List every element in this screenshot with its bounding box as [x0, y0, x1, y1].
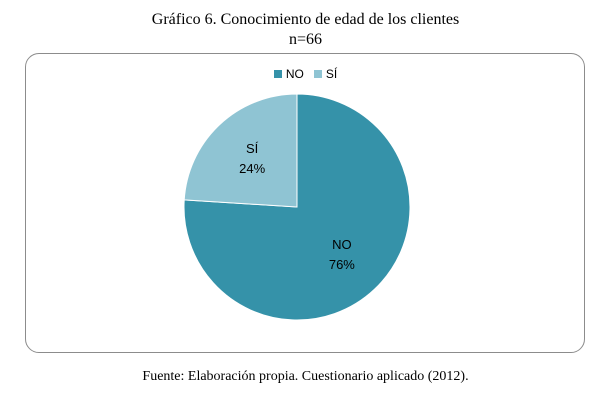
legend-label-si: SÍ [325, 67, 338, 81]
source-note: Fuente: Elaboración propia. Cuestionario… [142, 369, 469, 384]
slice-value-label-si: 24% [239, 161, 265, 176]
legend-label-no: NO [285, 67, 304, 81]
slice-category-label-si: SÍ [246, 141, 259, 156]
legend-swatch-no [273, 70, 282, 78]
slice-value-label-no: 76% [329, 257, 355, 272]
legend-item-no: NO [273, 67, 304, 81]
slice-category-label-no: NO [332, 237, 352, 252]
legend: NO SÍ [0, 67, 611, 81]
chart-title: Gráfico 6. Conocimiento de edad de los c… [151, 11, 460, 28]
legend-item-si: SÍ [313, 67, 338, 81]
pie-slice-si [183, 93, 298, 208]
chart-subtitle: n=66 [288, 31, 323, 48]
legend-swatch-si [313, 70, 322, 78]
